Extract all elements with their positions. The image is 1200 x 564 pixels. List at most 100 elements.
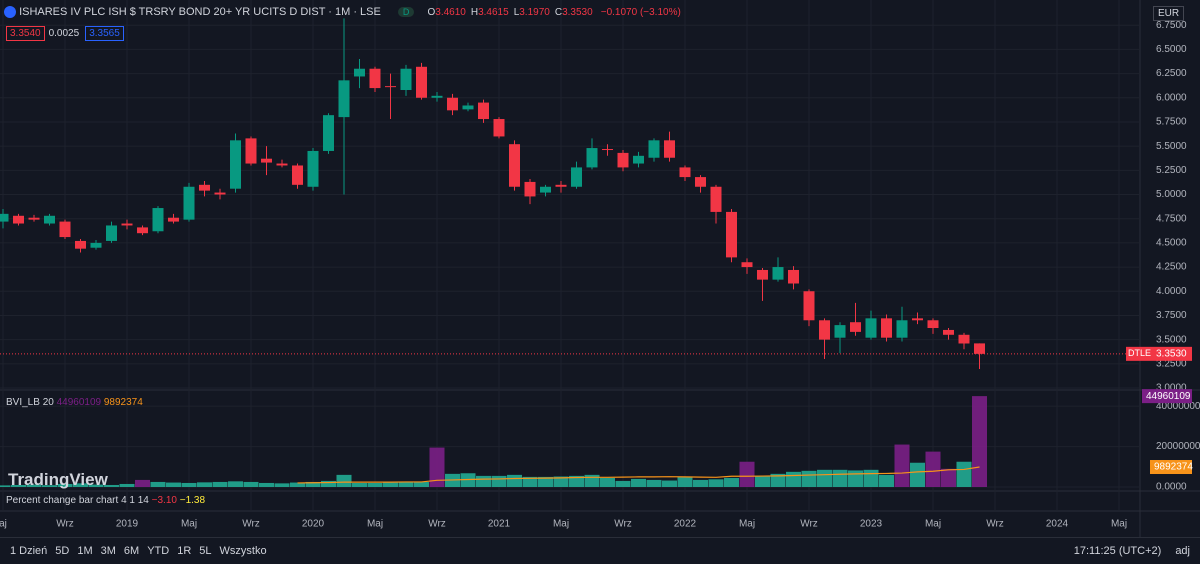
ma-line: [297, 466, 980, 484]
candle-body: [431, 95, 443, 98]
volume-value-box: [1142, 389, 1192, 404]
range-button[interactable]: 1 Dzień: [10, 545, 48, 557]
candle-body: [462, 105, 474, 110]
last-price-name: DTLE: [1128, 348, 1151, 358]
candle-body: [416, 66, 427, 98]
volume-bar: [491, 475, 507, 487]
candle-body: [602, 149, 613, 151]
y-tick-label: 4.2500: [1156, 262, 1187, 273]
volume-value-label: 44960109: [1146, 391, 1191, 402]
x-tick-label: Wrz: [800, 519, 818, 530]
volume-tick-label: 0.0000: [1156, 482, 1187, 493]
y-tick-label: 6.2500: [1156, 68, 1187, 79]
range-button[interactable]: 5L: [199, 545, 212, 557]
y-tick-label: 3.5000: [1156, 334, 1187, 345]
range-button[interactable]: 5D: [55, 545, 70, 557]
ohlc-value: 3.3530: [562, 7, 593, 18]
volume-bar: [88, 484, 104, 487]
range-button[interactable]: 3M: [100, 545, 116, 557]
candle-body: [850, 322, 861, 332]
volume-bar: [848, 470, 863, 487]
volume-bar: [956, 461, 972, 487]
candle-body: [555, 184, 567, 187]
range-button[interactable]: 1M: [77, 545, 93, 557]
volume-bar: [801, 470, 817, 487]
range-button[interactable]: Wszystko: [219, 545, 267, 557]
candle-body: [509, 144, 520, 187]
volume-bar: [631, 478, 646, 487]
volume-bar: [0, 485, 11, 487]
last-price-label: 3.3530: [1156, 348, 1187, 359]
bid[interactable]: 3.3540: [6, 26, 45, 41]
range-button[interactable]: 1R: [177, 545, 192, 557]
x-tick-label: 2023: [860, 519, 883, 530]
info-icon[interactable]: [4, 6, 16, 19]
volume-bar: [367, 482, 383, 487]
x-tick-label: Wrz: [614, 519, 632, 530]
symbol-title[interactable]: ISHARES IV PLC ISH $ TRSRY BOND 20+ YR U…: [19, 6, 381, 18]
volume-bar: [166, 482, 181, 487]
candle-body: [617, 152, 629, 168]
adj-toggle[interactable]: adj: [1175, 545, 1190, 557]
volume-bar: [476, 475, 491, 487]
currency[interactable]: EUR: [1153, 6, 1185, 21]
bid-ask: 3.3540 0.0025 3.3565: [6, 26, 128, 41]
x-tick-label: 2022: [674, 519, 697, 530]
candle-body: [571, 167, 582, 187]
candle-body: [927, 320, 939, 329]
range-button[interactable]: 6M: [123, 545, 140, 557]
logo[interactable]: TradingView: [8, 470, 108, 489]
candle-body: [865, 318, 877, 338]
spread: 0.0025: [48, 28, 80, 39]
volume-bar: [26, 484, 42, 487]
indicator-name[interactable]: BVI_LB 20: [6, 397, 54, 408]
volume-bar: [352, 482, 367, 487]
x-tick-label: Maj: [1111, 519, 1127, 530]
candle-body: [13, 215, 24, 224]
candle-body: [400, 68, 412, 91]
ohlc-value: 3.4615: [478, 7, 509, 18]
volume-bar: [584, 474, 600, 487]
volume-bar: [708, 479, 724, 487]
volume-bar: [104, 484, 119, 487]
ohlc-value: 3.1970: [519, 7, 550, 18]
candle-body: [648, 140, 660, 158]
x-tick-label: Maj: [367, 519, 383, 530]
volume-bar: [57, 483, 73, 487]
x-tick-label: Wrz: [986, 519, 1004, 530]
candle-body: [59, 221, 71, 238]
volume-bar: [42, 485, 57, 487]
candle-body: [757, 269, 768, 280]
volume-bar: [290, 482, 305, 487]
candle-body: [75, 240, 86, 249]
percent-legend: Percent change bar chart 4 1 14 −3.10 −1…: [6, 495, 205, 506]
candle-body: [540, 186, 551, 193]
volume-bar: [755, 475, 770, 487]
volume-tick-label: 20000000: [1156, 441, 1200, 452]
candle-body: [447, 97, 458, 111]
ohlc-label: H: [470, 7, 479, 18]
y-tick-label: 6.0000: [1156, 92, 1187, 103]
candle-body: [726, 211, 737, 258]
candle-body: [354, 68, 365, 77]
candle-body: [152, 208, 164, 232]
chart: 3.0000 3.2500 3.5000 3.7500 4.0000 4.2500 4.50…: [0, 0, 1200, 537]
volume-bar: [817, 469, 832, 487]
y-tick-label: 4.0000: [1156, 286, 1187, 297]
volume-bar: [600, 477, 615, 487]
candle-body: [664, 140, 675, 158]
indicator-name[interactable]: Percent change bar chart 4 1 14: [6, 495, 149, 506]
range-button[interactable]: YTD: [147, 545, 170, 557]
candle-body: [230, 140, 241, 189]
x-tick-label: Wrz: [56, 519, 74, 530]
y-tick-label: 3.7500: [1156, 310, 1187, 321]
ask[interactable]: 3.3565: [85, 26, 124, 41]
volume-bar: [770, 473, 786, 487]
volume-bar: [553, 476, 569, 487]
candle-body: [741, 262, 753, 268]
candle-body: [183, 186, 195, 220]
candle-body: [323, 115, 334, 151]
candle-body: [710, 186, 722, 212]
ma-value-box: [1150, 460, 1192, 475]
